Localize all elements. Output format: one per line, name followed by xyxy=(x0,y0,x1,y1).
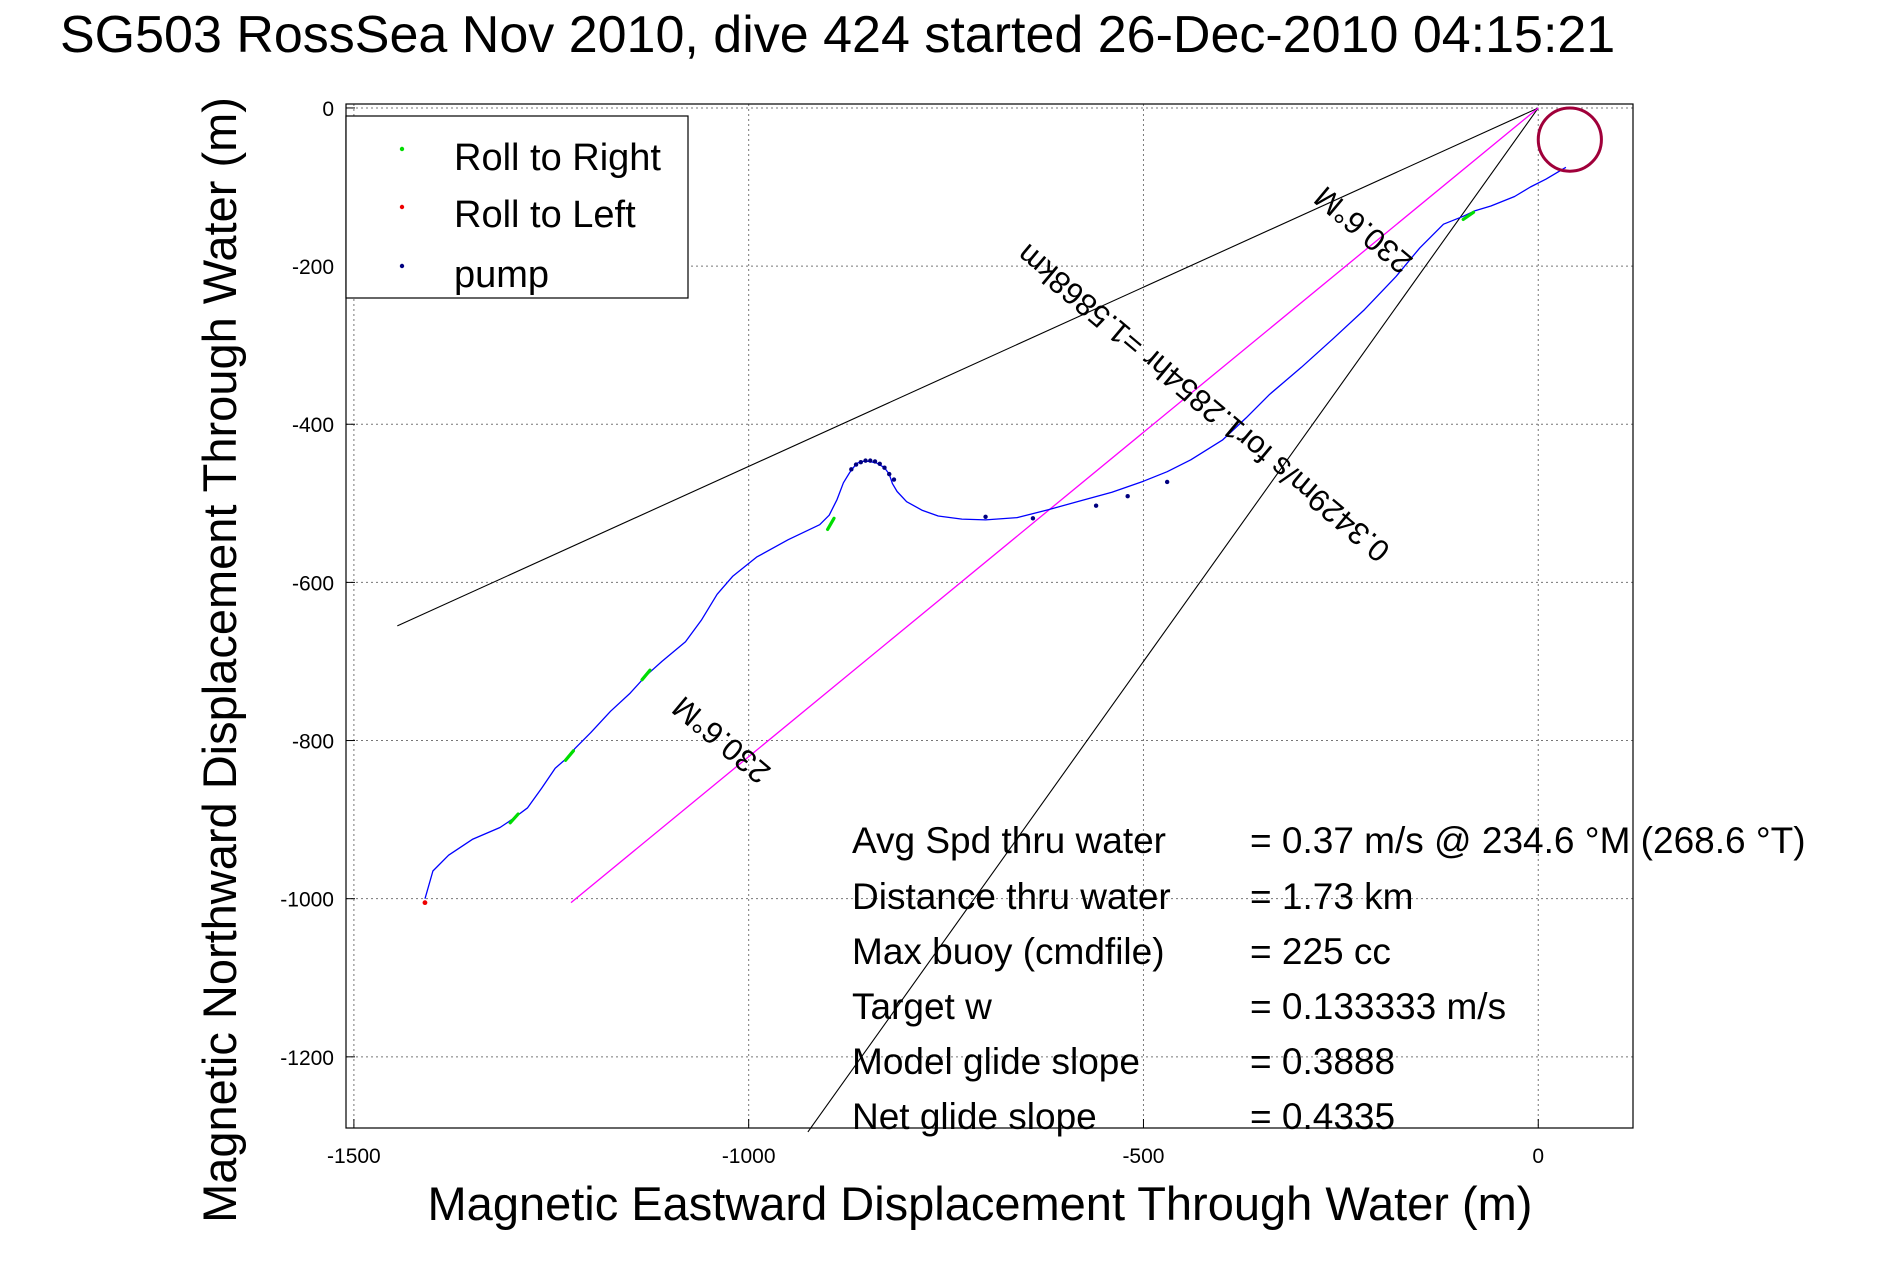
pump-point xyxy=(858,460,863,465)
y-tick-label: -200 xyxy=(292,256,334,279)
roll-left-point xyxy=(422,900,428,906)
track-group xyxy=(422,106,1603,906)
legend-label-pump: pump xyxy=(454,254,549,296)
dive-statistics: Avg Spd thru water = 0.37 m/s @ 234.6 °M… xyxy=(852,820,1806,1137)
pump-point xyxy=(1125,494,1130,499)
x-tick-label: -1000 xyxy=(722,1145,776,1168)
pump-point xyxy=(983,514,988,519)
course-line xyxy=(570,107,1539,904)
y-axis-label: Magnetic Northward Displacement Through … xyxy=(193,97,246,1223)
pump-point xyxy=(872,459,878,464)
tick-labels: -1500 -1000 -500 0 0 -200 -400 -600 -800 -1000 -12… xyxy=(280,98,1544,1168)
legend-label-roll-left: Roll to Left xyxy=(454,194,636,236)
bounding-line xyxy=(397,107,1539,627)
legend-marker-pump xyxy=(399,263,405,269)
legend-label-roll-right: Roll to Right xyxy=(454,137,661,179)
stat-label-avg-speed: Avg Spd thru water xyxy=(852,820,1166,861)
stat-value-avg-speed: = 0.37 m/s @ 234.6 °M (268.6 °T) xyxy=(1250,820,1806,861)
pump-point xyxy=(863,458,868,463)
stat-label-distance: Distance thru water xyxy=(852,876,1171,917)
stat-value-net-glide: = 0.4335 xyxy=(1250,1096,1395,1137)
roll-right-segment xyxy=(563,749,576,762)
stat-label-net-glide: Net glide slope xyxy=(852,1096,1097,1137)
x-axis-label: Magnetic Eastward Displacement Through W… xyxy=(428,1177,1533,1230)
stat-value-max-buoy: = 225 cc xyxy=(1250,931,1391,972)
pump-point xyxy=(882,465,887,470)
legend-marker-roll-right xyxy=(399,146,405,152)
x-tick-label: 0 xyxy=(1532,1145,1544,1168)
roll-right-segment xyxy=(640,668,652,682)
surface-drift-loop xyxy=(1536,106,1603,173)
legend-marker-roll-left xyxy=(399,204,405,210)
y-tick-label: -1000 xyxy=(280,889,334,912)
stat-label-max-buoy: Max buoy (cmdfile) xyxy=(852,931,1165,972)
course-line-group xyxy=(570,107,1539,904)
pump-point xyxy=(849,467,854,472)
roll-right-segment xyxy=(825,516,836,532)
stat-label-target-w: Target w xyxy=(852,986,992,1027)
axes-box xyxy=(345,103,1634,1129)
pump-point xyxy=(877,461,882,466)
y-tick-label: -800 xyxy=(292,731,334,754)
y-tick-label: -400 xyxy=(292,414,334,437)
bounding-lines xyxy=(397,107,1539,1133)
pump-point xyxy=(891,477,897,482)
pump-point xyxy=(853,462,859,467)
x-tick-label: -1500 xyxy=(327,1145,381,1168)
pump-point xyxy=(868,458,873,463)
legend: Roll to Right Roll to Left pump xyxy=(345,115,689,299)
y-tick-label: -600 xyxy=(292,572,334,595)
y-tick-label: 0 xyxy=(322,98,334,121)
chart-title: SG503 RossSea Nov 2010, dive 424 started… xyxy=(60,6,1615,64)
roll-right-segment xyxy=(508,812,520,825)
stat-value-distance: = 1.73 km xyxy=(1250,876,1414,917)
pump-point xyxy=(1030,516,1036,521)
stat-label-model-glide: Model glide slope xyxy=(852,1041,1140,1082)
stat-value-target-w: = 0.133333 m/s xyxy=(1250,986,1506,1027)
roll-right-segment xyxy=(1461,210,1476,221)
pump-point xyxy=(1093,503,1099,508)
bounding-line xyxy=(807,107,1539,1133)
y-tick-label: -1200 xyxy=(280,1047,334,1070)
pump-point xyxy=(1164,479,1170,485)
axes-frame xyxy=(345,103,1634,1129)
pump-point xyxy=(887,471,892,477)
x-tick-label: -500 xyxy=(1122,1145,1164,1168)
stat-value-model-glide: = 0.3888 xyxy=(1250,1041,1395,1082)
